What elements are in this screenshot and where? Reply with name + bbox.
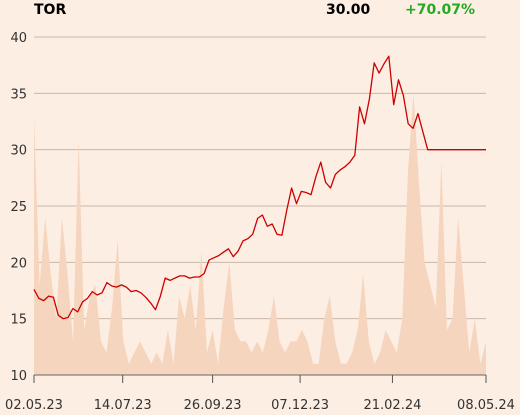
y-tick-label-30: 30: [10, 144, 27, 159]
y-tick-label-35: 35: [10, 87, 27, 102]
x-tick-label-0: 02.05.23: [5, 398, 63, 413]
x-tick-label-2: 26.09.23: [184, 398, 242, 413]
y-tick-label-10: 10: [10, 369, 27, 384]
x-axis: 02.05.23 14.07.23 26.09.23 07.12.23 21.02.24…: [5, 374, 515, 413]
ticker-symbol: TOR: [34, 2, 67, 18]
x-tick-label-1: 14.07.23: [94, 398, 152, 413]
y-tick-label-20: 20: [10, 256, 27, 271]
y-tick-label-15: 15: [10, 313, 27, 328]
y-tick-label-25: 25: [10, 200, 27, 215]
last-price: 30.00: [326, 2, 371, 18]
x-tick-label-4: 21.02.24: [363, 398, 421, 413]
x-tick-label-3: 07.12.23: [271, 398, 329, 413]
price-line-0: [33, 55, 486, 320]
volume-area-layer: [34, 93, 486, 376]
volume-area: [34, 93, 486, 376]
price-change: +70.07%: [405, 2, 476, 18]
y-tick-label-40: 40: [10, 31, 27, 46]
y-axis: 10 15 20 25 30 35 40: [10, 31, 27, 384]
price-line-layer: [33, 55, 486, 320]
x-tick-label-5: 08.05.24: [457, 398, 515, 413]
